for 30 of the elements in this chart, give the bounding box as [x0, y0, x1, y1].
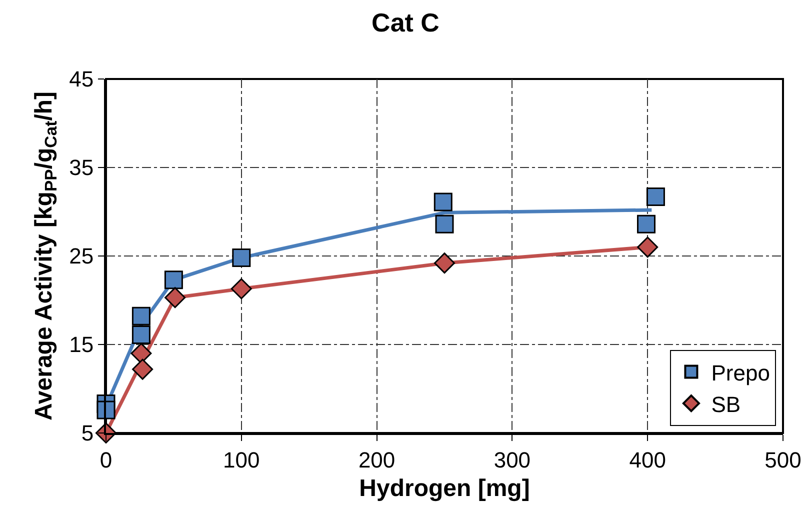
y-tick-label: 25 — [69, 244, 94, 269]
x-tick-label: 400 — [629, 447, 666, 472]
point — [434, 252, 455, 274]
x-tick-label: 100 — [223, 447, 260, 472]
point — [132, 358, 154, 380]
legend-label: Prepo — [711, 360, 770, 386]
point — [434, 192, 452, 212]
legend-label: SB — [711, 392, 741, 417]
point — [164, 287, 186, 308]
point — [130, 342, 152, 364]
point — [646, 187, 665, 206]
point — [435, 214, 454, 234]
point — [164, 270, 183, 290]
x-tick-label: 0 — [100, 447, 112, 472]
chart-title: Cat C — [372, 7, 440, 38]
y-tick-label: 5 — [81, 420, 94, 446]
point — [96, 400, 116, 420]
x-tick-label: 200 — [358, 447, 396, 472]
x-tick-label: 500 — [764, 447, 802, 472]
y-tick-label: 15 — [69, 332, 94, 358]
point — [230, 278, 252, 300]
x-tick-label: 300 — [494, 447, 531, 472]
x-axis-title: Hydrogen [mg] — [359, 475, 530, 502]
point — [132, 306, 150, 326]
point — [232, 248, 251, 268]
point — [637, 236, 658, 258]
point — [637, 214, 656, 234]
y-tick-label: 45 — [69, 66, 94, 92]
point — [132, 326, 150, 344]
y-tick-label: 35 — [69, 155, 94, 180]
